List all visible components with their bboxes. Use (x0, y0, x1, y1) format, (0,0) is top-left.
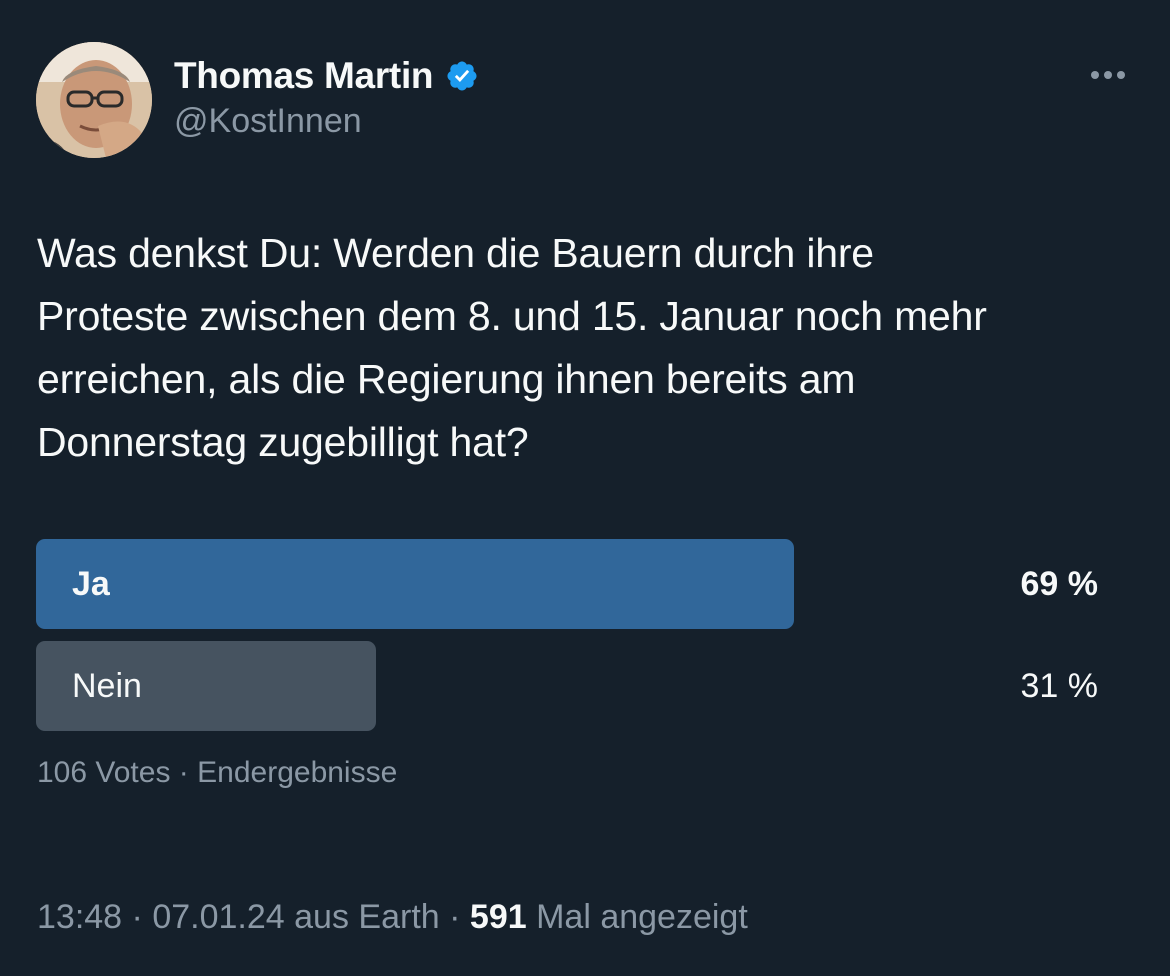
verified-badge-icon (447, 61, 477, 91)
poll-option-label: Ja (72, 565, 110, 603)
tweet-meta: 13:48 · 07.01.24 aus Earth · 591 Mal ang… (37, 898, 748, 937)
meta-separator: · (131, 898, 143, 936)
avatar[interactable] (36, 42, 152, 158)
author-handle[interactable]: @KostInnen (174, 102, 362, 140)
tweet-date[interactable]: 07.01.24 (152, 898, 285, 936)
poll-option-nein: Nein 31 % (36, 641, 1098, 731)
meta-separator: · (449, 898, 461, 936)
more-options-button[interactable] (1080, 60, 1136, 90)
poll-votes: 106 Votes (37, 756, 171, 789)
poll-option-ja: Ja 69 % (36, 539, 1098, 629)
display-name[interactable]: Thomas Martin (174, 55, 434, 96)
poll-option-percent: 69 % (1020, 565, 1099, 603)
views-label: Mal angezeigt (536, 898, 748, 936)
poll-separator: · (178, 756, 189, 789)
more-options-icon (1104, 71, 1112, 79)
tweet-source: aus Earth (294, 898, 440, 936)
tweet-text-line: Proteste zwischen dem 8. und 15. Januar … (37, 293, 987, 339)
poll-option-percent: 31 % (1020, 667, 1099, 705)
poll-result-bar (36, 539, 794, 629)
poll-summary: 106 Votes · Endergebnisse (37, 756, 397, 790)
poll-result-bar (36, 641, 376, 731)
poll-status: Endergebnisse (197, 756, 398, 789)
more-options-icon (1091, 71, 1099, 79)
tweet-text-line: erreichen, als die Regierung ihnen berei… (37, 356, 856, 402)
more-options-icon (1117, 71, 1125, 79)
author-name-row: Thomas Martin (174, 52, 479, 100)
views-count: 591 (469, 898, 527, 936)
avatar-photo-icon (36, 42, 152, 158)
poll-option-label: Nein (72, 667, 142, 705)
tweet-text-line: Donnerstag zugebilligt hat? (37, 419, 529, 465)
tweet-text-line: Was denkst Du: Werden die Bauern durch i… (37, 230, 874, 276)
tweet-time[interactable]: 13:48 (37, 898, 123, 936)
tweet-text: Was denkst Du: Werden die Bauern durch i… (37, 222, 1137, 474)
